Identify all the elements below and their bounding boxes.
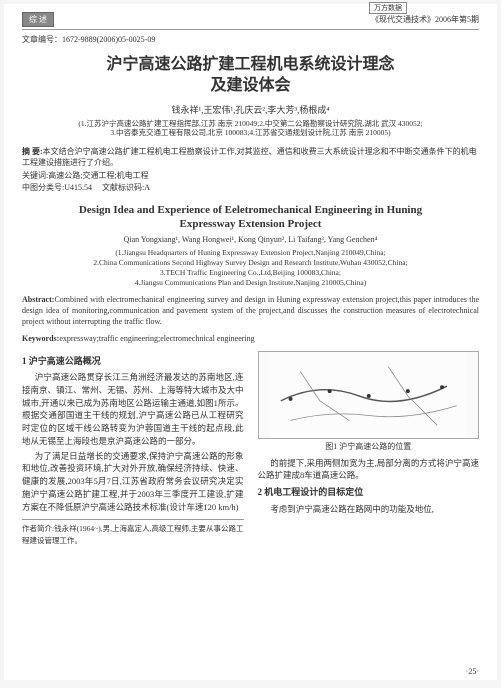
top-left: 综 述: [22, 12, 54, 27]
section-1-para-2: 为了满足日益增长的交通要求,保持沪宁高速公路的形象和地位,改善投资环境,扩大对外…: [22, 450, 244, 514]
affiliations-cn: (1.江苏沪宁高速公路扩建工程指挥部,江苏 南京 210049;2.中交第二公路…: [22, 119, 479, 139]
abstract-cn-text: 本文结合沪宁高速公路扩建工程机电工程勘察设计工作,对其监控、通信和收费三大系统设…: [22, 147, 477, 167]
keywords-cn: 关键词:高速公路;交通工程;机电工程: [22, 170, 479, 181]
affil-cn-line2: 3.中咨泰克交通工程有限公司,北京 100083;4.江苏省交通规划设计院,江苏…: [22, 128, 479, 138]
author-bio-label: 作者简介:: [22, 524, 54, 533]
affil-en-line2: 2.China Communications Second Highway Su…: [22, 258, 479, 268]
abstract-en: Abstract:Combined with electromechanical…: [22, 295, 479, 327]
section-1-para-3: 的前提下,采用两侧加宽为主,局部分离的方式将沪宁高速公路扩建成8车道高速公路。: [258, 457, 480, 483]
section-1-para-1: 沪宁高速公路贯穿长江三角洲经济最发达的苏南地区,连接南京、镇江、常州、无锡、苏州…: [22, 371, 244, 448]
title-en-line2: Expressway Extension Project: [22, 217, 479, 231]
section-badge: 综 述: [22, 12, 54, 27]
keywords-en-text: expressway;traffic engineering;electrome…: [59, 334, 254, 343]
keywords-cn-label: 关键词:: [22, 171, 48, 180]
left-column: 1 沪宁高速公路概况 沪宁高速公路贯穿长江三角洲经济最发达的苏南地区,连接南京、…: [22, 351, 244, 546]
author-bio-text: 钱永祥(1964~),男,上海嘉定人,高级工程师,主要从事公路工程建设管理工作。: [22, 524, 244, 544]
article-id: 文章编号：1672-9889(2006)05-0025-09: [22, 34, 479, 45]
journal-issue: 《现代交通技术》2006年第5期: [371, 14, 479, 25]
affiliations-en: (1.Jiangsu Headquarters of Huning Expres…: [22, 248, 479, 287]
section-1-head: 1 沪宁高速公路概况: [22, 355, 244, 369]
map-svg: [259, 352, 479, 438]
doc-code-label: 文献标识码:: [102, 183, 144, 192]
clc-label: 中图分类号:: [22, 183, 64, 192]
section-2-head: 2 机电工程设计的目标定位: [258, 486, 480, 500]
abstract-cn-label: 摘 要:: [22, 147, 43, 156]
affil-en-line4: 4.Jiangsu Communications Plan and Design…: [22, 278, 479, 288]
authors-cn: 钱永祥¹,王宏伟¹,孔庆云²,李大芳³,杨根成⁴: [22, 103, 479, 116]
clc-code: U415.54: [64, 183, 92, 192]
title-en: Design Idea and Experience of Eeletromec…: [22, 203, 479, 232]
figure-1-map: [258, 351, 480, 439]
source-tag: 万方数据: [369, 2, 407, 14]
top-bar: 综 述 万方数据 《现代交通技术》2006年第5期: [22, 12, 479, 30]
affil-en-line3: 3.TECH Traffic Engineering Co.,Ltd,Beiji…: [22, 268, 479, 278]
doc-code: A: [144, 183, 150, 192]
affil-en-line1: (1.Jiangsu Headquarters of Huning Expres…: [22, 248, 479, 258]
keywords-cn-text: 高速公路;交通工程;机电工程: [48, 171, 148, 180]
page-number: ·25·: [466, 667, 479, 676]
section-2-para-1: 考虑到沪宁高速公路在路网中的功能及地位,: [258, 503, 480, 516]
title-cn: 沪宁高速公路扩建工程机电系统设计理念 及建设体会: [22, 55, 479, 97]
author-bio: 作者简介:钱永祥(1964~),男,上海嘉定人,高级工程师,主要从事公路工程建设…: [22, 519, 244, 546]
page: 综 述 万方数据 《现代交通技术》2006年第5期 文章编号：1672-9889…: [4, 4, 497, 680]
body-columns: 1 沪宁高速公路概况 沪宁高速公路贯穿长江三角洲经济最发达的苏南地区,连接南京、…: [22, 351, 479, 546]
affil-cn-line1: (1.江苏沪宁高速公路扩建工程指挥部,江苏 南京 210049;2.中交第二公路…: [22, 119, 479, 129]
authors-en: Qian Yongxiang¹, Wang Hongwei¹, Kong Qin…: [22, 235, 479, 244]
keywords-en: Keywords:expressway;traffic engineering;…: [22, 334, 479, 345]
classification: 中图分类号:U415.54 文献标识码:A: [22, 182, 479, 193]
title-en-line1: Design Idea and Experience of Eeletromec…: [22, 203, 479, 217]
abstract-en-label: Abstract:: [22, 295, 54, 304]
title-cn-line1: 沪宁高速公路扩建工程机电系统设计理念: [22, 55, 479, 76]
title-cn-line2: 及建设体会: [22, 76, 479, 97]
keywords-en-label: Keywords:: [22, 334, 59, 343]
abstract-en-text: Combined with electromechanical engineer…: [22, 295, 479, 326]
right-column: 图1 沪宁高速公路的位置 的前提下,采用两侧加宽为主,局部分离的方式将沪宁高速公…: [258, 351, 480, 546]
figure-1-caption: 图1 沪宁高速公路的位置: [258, 441, 480, 453]
abstract-cn: 摘 要:本文结合沪宁高速公路扩建工程机电工程勘察设计工作,对其监控、通信和收费三…: [22, 146, 479, 168]
